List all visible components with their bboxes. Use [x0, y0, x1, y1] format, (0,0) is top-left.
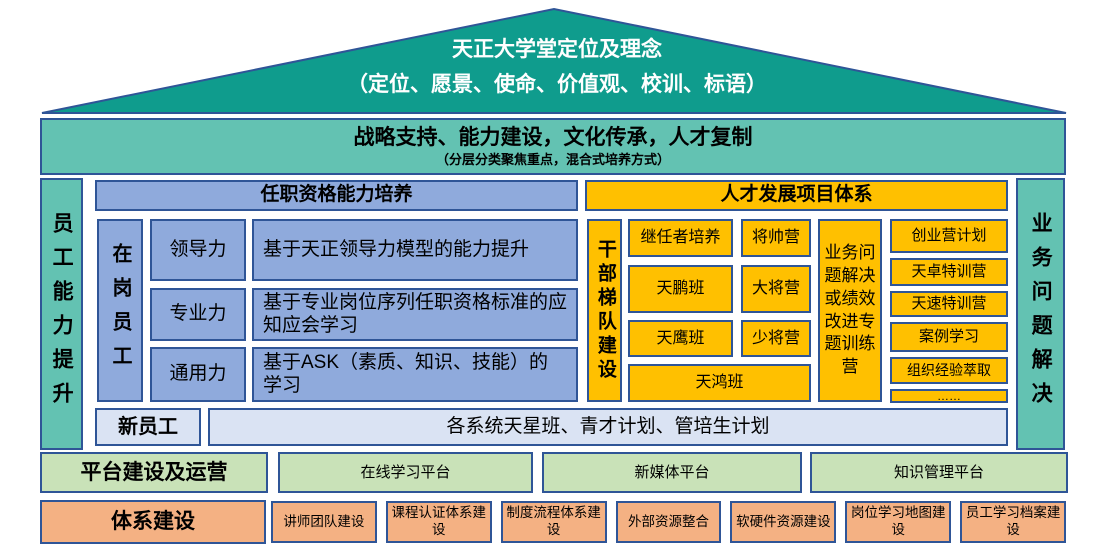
- process-system-box: 制度流程体系建设: [500, 501, 607, 543]
- successor-training-box: 继任者培养: [628, 219, 733, 257]
- jiangshuai-camp-box: 将帅营: [741, 219, 811, 257]
- trainer-team-box: 讲师团队建设: [271, 501, 377, 543]
- professional-label: 专业力: [150, 288, 246, 341]
- course-certification-box: 课程认证体系建设: [385, 501, 492, 543]
- dajiang-camp-box: 大将营: [741, 265, 811, 313]
- onjob-staff-label: 在岗员工: [109, 242, 131, 379]
- tianying-class-box: 天鹰班: [628, 320, 733, 357]
- tianzhuo-camp-box: 天卓特训营: [890, 258, 1008, 286]
- left-bar-employee-capability: 员工能力提升: [40, 178, 83, 450]
- new-media-platform-box: 新媒体平台: [542, 452, 802, 493]
- case-study-box: 案例学习: [890, 322, 1008, 352]
- org-experience-box: 组织经验萃取: [890, 357, 1008, 384]
- professional-desc: 基于专业岗位序列任职资格标准的应知应会学习: [252, 288, 578, 341]
- qualification-header: 任职资格能力培养: [95, 180, 578, 211]
- platform-title: 平台建设及运营: [40, 452, 268, 493]
- system-items-row: 讲师团队建设 课程认证体系建设 制度流程体系建设 外部资源整合 软硬件资源建设 …: [271, 501, 1067, 543]
- online-learning-platform-box: 在线学习平台: [278, 452, 533, 493]
- left-bar-label: 员工能力提升: [50, 212, 74, 416]
- knowledge-mgmt-platform-box: 知识管理平台: [810, 452, 1068, 493]
- roof-subtitle: （定位、愿景、使命、价值观、校训、标语）: [347, 73, 767, 96]
- strategy-banner-title: 战略支持、能力建设，文化传承，人才复制: [353, 126, 753, 150]
- strategy-banner: 战略支持、能力建设，文化传承，人才复制 （分层分类聚焦重点，混合式培养方式）: [40, 118, 1066, 175]
- system-title: 体系建设: [40, 500, 266, 544]
- talent-header: 人才发展项目体系: [585, 180, 1008, 211]
- startup-camp-box: 创业营计划: [890, 219, 1008, 253]
- right-bar-label: 业务问题解决: [1029, 212, 1053, 416]
- performance-camp-column: 业务问题解决或绩效改进专题训练营: [818, 219, 882, 402]
- strategy-banner-subtitle: （分层分类聚焦重点，混合式培养方式）: [435, 152, 670, 168]
- new-staff-label: 新员工: [95, 408, 201, 446]
- leadership-label: 领导力: [150, 219, 246, 281]
- cadre-ladder-label: 干部梯队建设: [594, 238, 616, 383]
- roof-title: 天正大学堂定位及理念: [452, 38, 662, 61]
- onjob-staff-box: 在岗员工: [97, 219, 143, 402]
- learning-map-box: 岗位学习地图建设: [845, 501, 952, 543]
- learning-archive-box: 员工学习档案建设: [960, 501, 1067, 543]
- tiansu-camp-box: 天速特训营: [890, 291, 1008, 317]
- ellipsis-box: ……: [890, 389, 1008, 403]
- new-staff-programs: 各系统天星班、青才计划、管培生计划: [208, 408, 1008, 446]
- roof-title-block: 天正大学堂定位及理念 （定位、愿景、使命、价值观、校训、标语）: [0, 33, 1114, 98]
- shaojiang-camp-box: 少将营: [741, 320, 811, 357]
- roof-triangle: [41, 7, 1067, 114]
- general-desc: 基于ASK（素质、知识、技能）的学习: [252, 347, 578, 402]
- leadership-desc: 基于天正领导力模型的能力提升: [252, 219, 578, 281]
- cadre-ladder-box: 干部梯队建设: [587, 219, 622, 402]
- tianpeng-class-box: 天鹏班: [628, 265, 733, 313]
- external-resources-box: 外部资源整合: [615, 501, 722, 543]
- right-bar-business-problem: 业务问题解决: [1016, 178, 1065, 450]
- tianhong-class-box: 天鸿班: [628, 364, 811, 402]
- general-label: 通用力: [150, 347, 246, 402]
- hardware-software-box: 软硬件资源建设: [730, 501, 837, 543]
